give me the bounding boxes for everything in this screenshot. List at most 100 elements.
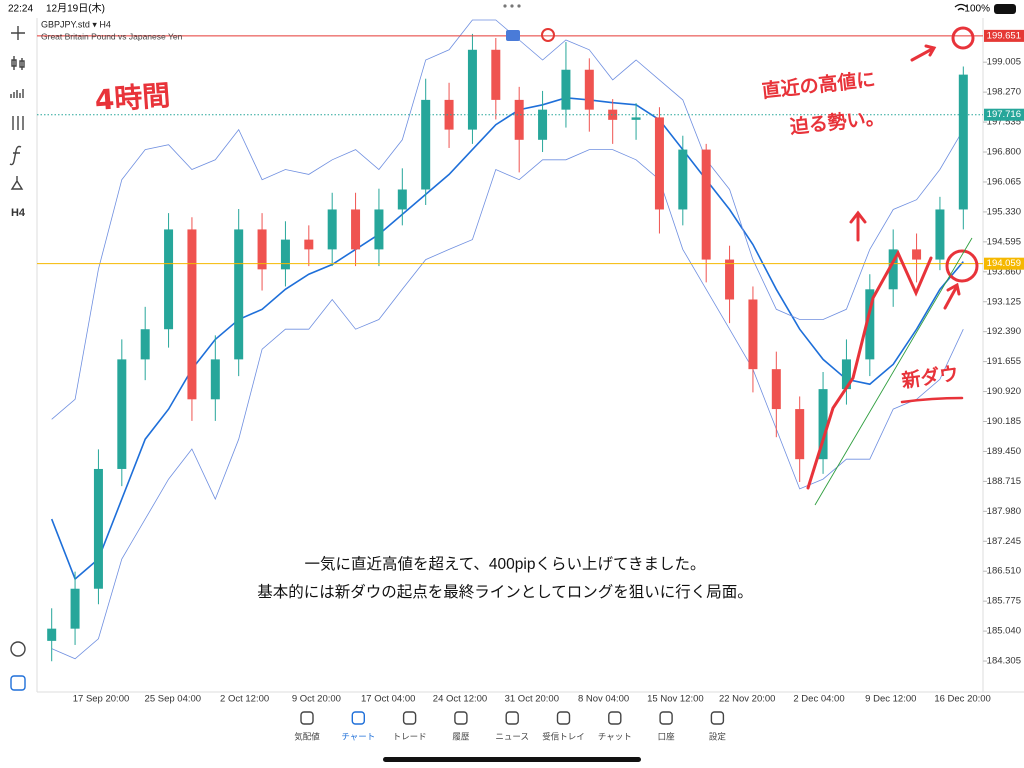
nav-icon[interactable] <box>505 711 519 725</box>
status-battery: 100% <box>964 4 990 15</box>
candle-body <box>725 259 735 300</box>
nav-label[interactable]: 設定 <box>709 731 727 741</box>
nav-icon[interactable] <box>454 711 468 725</box>
y-tick-label: 185.775 <box>987 596 1021 607</box>
candle-body <box>958 74 968 210</box>
nav-label[interactable]: 口座 <box>658 731 676 741</box>
nav-label[interactable]: 気配値 <box>294 731 320 741</box>
price-tag <box>984 257 1024 270</box>
price-tag <box>984 29 1024 42</box>
price-tag <box>984 108 1024 121</box>
nav-icon[interactable] <box>556 711 571 725</box>
candle-body <box>654 117 664 210</box>
y-tick-label: 196.065 <box>987 176 1021 187</box>
nav-label[interactable]: チャート <box>341 731 375 741</box>
moving-average <box>50 96 964 581</box>
candle-body <box>467 49 477 130</box>
nav-icon[interactable] <box>402 711 417 725</box>
x-tick-label: 24 Oct 12:00 <box>433 694 487 705</box>
candle-body <box>351 209 361 250</box>
candle-body <box>93 468 103 589</box>
handwritten-note: 新ダウ <box>899 362 960 393</box>
x-tick-label: 9 Oct 20:00 <box>292 694 341 705</box>
y-tick-label: 194.595 <box>987 236 1021 247</box>
signal-tool[interactable] <box>10 641 26 657</box>
nav-label[interactable]: 受信トレイ <box>542 731 585 741</box>
left-toolbar <box>9 26 26 691</box>
candle-body <box>584 69 594 110</box>
price-tag-label: 199.651 <box>987 30 1021 41</box>
handwritten-marks <box>806 26 979 490</box>
handwritten-note: 直近の高値に <box>761 68 877 103</box>
nav-icon[interactable] <box>710 711 725 725</box>
y-tick-label: 186.510 <box>987 566 1021 577</box>
y-tick-label: 193.125 <box>987 296 1021 307</box>
status-dots <box>503 4 521 8</box>
function-tool[interactable] <box>9 145 22 166</box>
candle-body <box>538 109 548 140</box>
chart-type-tool[interactable] <box>11 56 25 70</box>
trade-button[interactable] <box>506 30 520 41</box>
nav-icon[interactable] <box>300 711 314 725</box>
nav-icon[interactable] <box>608 711 622 725</box>
symbol-description: Great Britain Pound vs Japanese Yen <box>41 31 183 41</box>
x-tick-label: 17 Sep 20:00 <box>73 694 130 705</box>
x-tick-label: 31 Oct 20:00 <box>505 694 559 705</box>
candle-body <box>561 69 571 110</box>
candle-body <box>865 289 875 360</box>
candle-body <box>444 99 454 130</box>
candle-body <box>491 49 501 100</box>
alert-button[interactable] <box>541 28 555 42</box>
x-tick-label: 2 Oct 12:00 <box>220 694 269 705</box>
candle-body <box>421 99 431 190</box>
candle-body <box>818 389 828 460</box>
y-tick-label: 197.535 <box>987 117 1021 128</box>
candle-body <box>327 209 337 250</box>
nav-label[interactable]: チャット <box>598 731 632 741</box>
nav-label[interactable]: ニュース <box>495 731 529 741</box>
status-time: 22:24 <box>8 4 33 15</box>
y-tick-label: 190.185 <box>987 416 1021 427</box>
nav-label[interactable]: 履歴 <box>452 731 470 741</box>
x-tick-label: 17 Oct 04:00 <box>361 694 415 705</box>
nav-label[interactable]: トレード <box>393 731 427 741</box>
y-tick-label: 187.980 <box>987 506 1021 517</box>
y-tick-label: 185.040 <box>987 626 1021 637</box>
handwritten-timeframe: 4時間 <box>94 79 172 117</box>
candle-body <box>631 117 641 120</box>
trend-line <box>814 237 973 506</box>
bottom-nav: 気配値 チャート トレード 履歴 ニュース 受信トレイ チャット 口座 設定 <box>294 711 727 741</box>
crosshair-tool[interactable] <box>11 26 25 40</box>
y-tick-label: 189.450 <box>987 446 1021 457</box>
bars-tool[interactable] <box>10 89 24 98</box>
objects-tool[interactable] <box>10 176 24 190</box>
x-tick-label: 22 Nov 20:00 <box>719 694 776 705</box>
candle-body <box>140 329 150 360</box>
y-tick-label: 199.005 <box>987 57 1021 68</box>
y-tick-label: 196.800 <box>987 147 1021 158</box>
x-tick-label: 25 Sep 04:00 <box>145 694 202 705</box>
y-tick-label: 195.330 <box>987 206 1021 217</box>
candle-body <box>234 229 244 360</box>
x-tick-label: 15 Nov 12:00 <box>647 694 704 705</box>
nav-icon[interactable] <box>659 711 673 725</box>
candle-body <box>678 149 688 210</box>
y-tick-label: 184.305 <box>987 656 1021 667</box>
candle-body <box>795 409 805 460</box>
account-tool[interactable] <box>10 675 26 691</box>
candle-body <box>701 149 711 260</box>
indicator-tool[interactable] <box>12 116 24 130</box>
candle-body <box>374 209 384 250</box>
candle-body <box>70 588 80 629</box>
candle-body <box>304 239 314 250</box>
symbol-name[interactable]: GBPJPY.std ▾ H4 <box>41 19 111 29</box>
x-tick-label: 16 Dec 20:00 <box>934 694 991 705</box>
candle-body <box>397 189 407 210</box>
chart-layer: 199.005 198.270 197.535 196.800 196.065 195.3… <box>37 19 1024 705</box>
nav-icon[interactable] <box>351 711 365 725</box>
bollinger-band <box>51 19 964 420</box>
candle-body <box>912 249 922 260</box>
timeframe-button[interactable]: H4 <box>11 207 26 219</box>
